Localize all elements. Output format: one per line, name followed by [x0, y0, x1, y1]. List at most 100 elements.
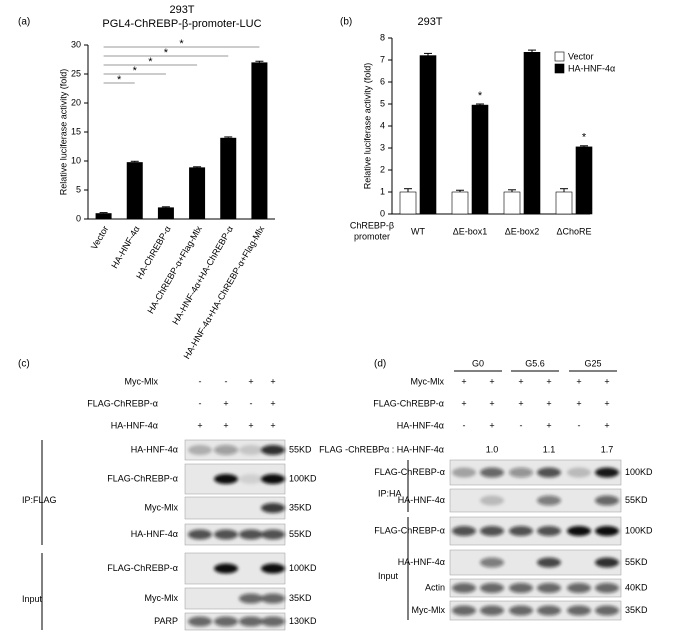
blot-strip	[449, 459, 622, 486]
error-bar	[224, 136, 233, 138]
row-label: HA-HNF-4α	[131, 444, 178, 454]
x-tick-label: ΔChoRE	[556, 226, 591, 236]
blot-band	[261, 474, 285, 484]
size-label: 100KD	[625, 467, 653, 477]
condition-sign: +	[518, 398, 523, 408]
x-tick-label: HA-HNF-4α+HA-ChREBP-α	[170, 224, 235, 326]
group-label: Input	[378, 571, 399, 581]
blot-band	[239, 616, 263, 627]
lane-group-label: G5.6	[525, 358, 545, 368]
blot-band	[509, 605, 533, 616]
row-label: PARP	[154, 616, 178, 626]
size-label: 130KD	[289, 616, 317, 626]
condition-sign: +	[576, 398, 581, 408]
x-axis-label: promoter	[354, 231, 390, 241]
condition-sign: -	[199, 376, 202, 386]
row-label: HA-HNF-4α	[398, 495, 445, 505]
size-label: 55KD	[625, 495, 648, 505]
blot-band	[595, 467, 619, 478]
condition-sign: -	[520, 420, 523, 430]
size-label: 100KD	[625, 525, 653, 535]
row-label: FLAG-ChREBP-α	[107, 473, 178, 483]
condition-sign: -	[463, 420, 466, 430]
blot-band	[480, 495, 504, 506]
x-tick-label: ΔE-box2	[505, 226, 540, 236]
condition-sign: +	[461, 398, 466, 408]
error-bar	[476, 103, 484, 106]
panel-label: (a)	[18, 17, 30, 28]
y-tick-label: 0	[380, 208, 385, 218]
y-tick-label: 20	[71, 97, 81, 107]
blot-band	[452, 526, 476, 536]
blot-band	[214, 445, 238, 455]
blot-band	[261, 445, 285, 455]
ratio-value: 1.1	[543, 444, 556, 454]
blot-band	[214, 616, 238, 627]
size-label: 100KD	[289, 473, 317, 483]
panel-label: (c)	[18, 359, 30, 370]
y-tick-label: 15	[71, 126, 81, 136]
row-label: Myc-Mlx	[145, 593, 179, 603]
x-tick-label: ΔE-box1	[453, 226, 488, 236]
condition-sign: +	[223, 398, 228, 408]
ratio-value: 1.7	[601, 444, 614, 454]
blot-band	[595, 495, 619, 506]
blot-band	[239, 445, 263, 455]
y-tick-label: 5	[76, 184, 81, 194]
condition-sign: +	[489, 420, 494, 430]
blot-band	[239, 474, 263, 484]
y-tick-label: 6	[380, 76, 385, 86]
bar	[503, 191, 521, 215]
significance-mark: *	[133, 65, 138, 77]
error-bar	[580, 145, 588, 147]
blot-band	[537, 605, 561, 616]
blot-band	[452, 467, 476, 478]
error-bar	[424, 52, 432, 56]
bar	[555, 191, 573, 215]
y-tick-label: 2	[380, 164, 385, 174]
error-bar	[161, 206, 170, 208]
blot-band	[537, 583, 561, 593]
row-label: FLAG-ChREBP-α	[374, 525, 445, 535]
bar	[157, 207, 174, 219]
y-axis-label: Relative luciferase activity (fold)	[362, 63, 372, 190]
error-bar	[130, 160, 139, 163]
blot-band	[595, 526, 619, 536]
blot-band	[452, 605, 476, 616]
condition-sign: +	[197, 420, 202, 430]
significance-mark: *	[117, 74, 122, 86]
error-bar	[193, 166, 202, 168]
condition-sign: +	[248, 376, 253, 386]
lane-group-label: G25	[584, 358, 601, 368]
y-tick-label: 0	[76, 213, 81, 223]
y-tick-label: 1	[380, 186, 385, 196]
row-label: Myc-Mlx	[412, 605, 446, 615]
blot-band	[261, 616, 285, 627]
blot-band	[261, 593, 285, 604]
condition-label: HA-HNF-4α	[397, 420, 444, 430]
blot-band	[480, 557, 504, 568]
y-axis-label: Relative luciferase activity (fold)	[58, 69, 68, 196]
significance-mark: *	[582, 132, 587, 144]
blot-strip	[449, 488, 622, 513]
error-bar	[508, 189, 516, 192]
significance-mark: *	[478, 90, 483, 102]
bar	[575, 146, 593, 215]
error-bar	[528, 49, 536, 53]
blot-band	[214, 563, 238, 574]
condition-sign: +	[270, 420, 275, 430]
condition-sign: +	[489, 376, 494, 386]
condition-sign: +	[489, 398, 494, 408]
error-bar	[456, 189, 464, 192]
blot-band	[480, 467, 504, 478]
size-label: 35KD	[289, 593, 312, 603]
group-label: IP:FLAG	[22, 495, 57, 505]
row-label: Actin	[425, 582, 445, 592]
x-tick-label: Vector	[89, 224, 110, 251]
panel-label: (d)	[374, 359, 386, 370]
condition-sign: +	[604, 398, 609, 408]
blot-band	[595, 557, 619, 568]
y-tick-label: 3	[380, 142, 385, 152]
blot-band	[261, 503, 285, 513]
